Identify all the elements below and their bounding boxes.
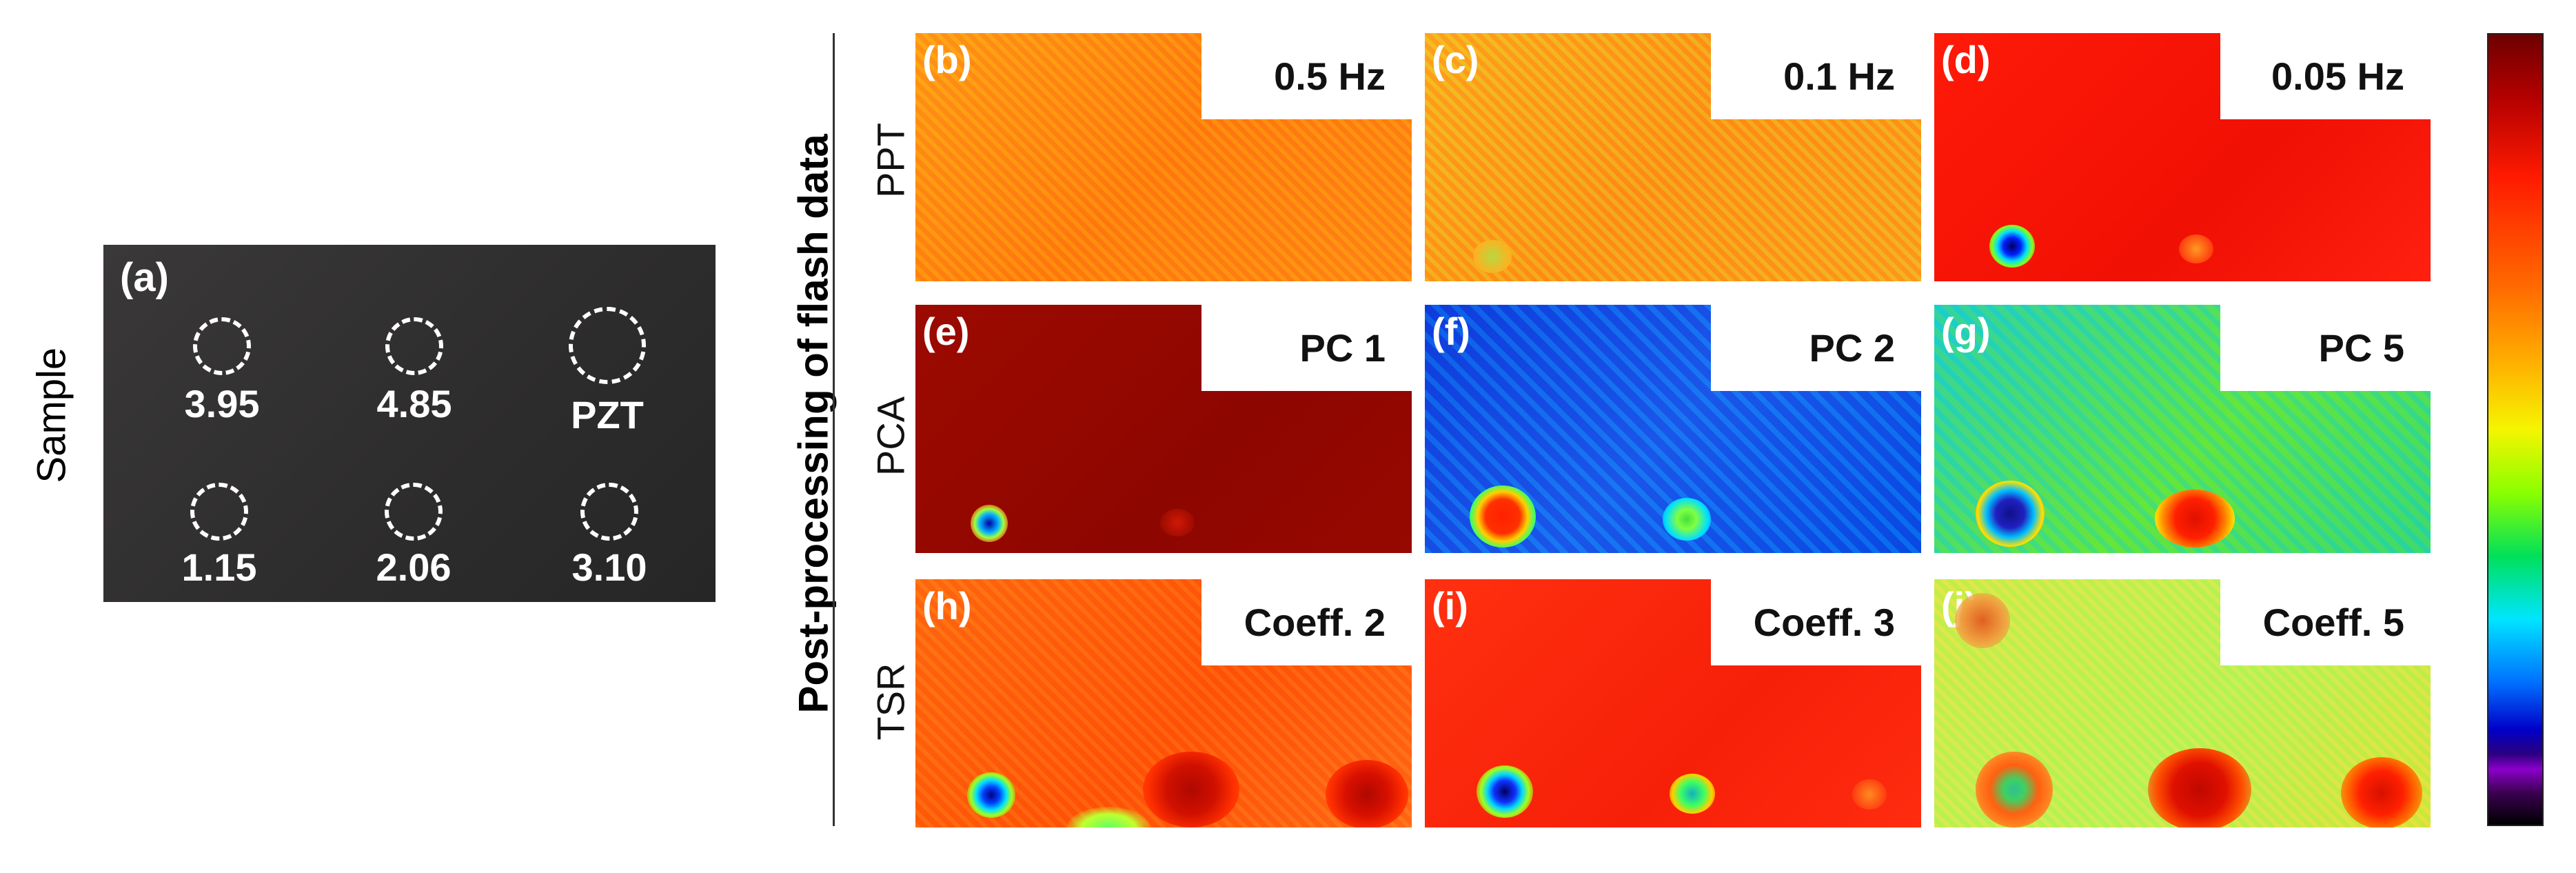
defect-spot: [1955, 593, 2010, 648]
panel-param: 0.1 Hz: [1783, 54, 1895, 98]
panel-letter: (i): [1432, 584, 1468, 628]
panel-letter: (e): [922, 310, 970, 353]
defect-spot: [1143, 752, 1239, 827]
defect-spot: [1470, 485, 1536, 548]
panel-letter: (g): [1941, 310, 1991, 353]
panel-notch: [1201, 305, 1412, 391]
defect-spot: [2341, 757, 2422, 827]
row-label-pca: PCA: [869, 396, 913, 476]
panel-notch: [1201, 579, 1412, 665]
defect-spot: [1160, 509, 1195, 536]
panel-notch: [2220, 305, 2431, 391]
defect-spot: [2155, 490, 2235, 548]
side-title: Post-processing of flash data: [790, 134, 837, 714]
panel-d: (d) 0.05 Hz: [1934, 33, 2431, 281]
divider-line: [833, 33, 835, 826]
panel-notch: [1201, 33, 1412, 119]
defect-spot: [1976, 752, 2053, 827]
defect-hole-marker: [190, 483, 248, 541]
panel-param: Coeff. 3: [1753, 601, 1895, 644]
panel-letter: (h): [922, 584, 972, 628]
defect-hole-marker: [193, 317, 251, 375]
panel-param: 0.05 Hz: [2271, 54, 2404, 98]
defect-spot: [1473, 240, 1512, 273]
sample-photo: (a) 3.95 4.85 PZT 1.15 2.06 3.10: [103, 245, 716, 602]
defect-spot: [2148, 748, 2251, 827]
panel-param: PC 5: [2318, 326, 2405, 370]
panel-j: (j) Coeff. 5: [1934, 579, 2431, 827]
panel-notch: [1711, 33, 1921, 119]
sample-panel-tag: (a): [120, 255, 169, 300]
defect-spot: [1477, 765, 1533, 818]
panel-c: (c) 0.1 Hz: [1425, 33, 1921, 281]
row-label-ppt: PPT: [869, 123, 913, 198]
panel-i: (i) Coeff. 3: [1425, 579, 1921, 827]
defect-spot: [1326, 760, 1408, 827]
row-label-tsr: TSR: [869, 663, 913, 741]
panel-param: PC 1: [1299, 326, 1386, 370]
panel-e: (e) PC 1: [915, 305, 1412, 553]
defect-spot: [967, 772, 1015, 818]
defect-spot: [1852, 779, 1887, 810]
panel-letter: (f): [1432, 310, 1470, 353]
defect-spot: [1989, 225, 2035, 268]
defect-spot: [2179, 234, 2213, 263]
panel-notch: [2220, 579, 2431, 665]
panel-letter: (d): [1941, 38, 1991, 81]
panel-notch: [2220, 33, 2431, 119]
defect-hole-marker: [385, 483, 443, 541]
panel-param: 0.5 Hz: [1274, 54, 1386, 98]
defect-depth-label: 1.15: [181, 545, 257, 589]
defect-depth-label: 3.95: [184, 382, 260, 425]
pzt-marker: [569, 307, 646, 384]
edge-artifact: [1067, 807, 1150, 827]
defect-hole-marker: [580, 483, 638, 541]
panel-h: (h) Coeff. 2: [915, 579, 1412, 827]
panel-param: Coeff. 2: [1244, 601, 1386, 644]
panel-letter: (b): [922, 38, 972, 81]
defect-hole-marker: [385, 317, 443, 375]
panel-letter: (c): [1432, 38, 1479, 81]
panel-notch: [1711, 305, 1921, 391]
defect-spot: [971, 505, 1008, 542]
panel-param: PC 2: [1809, 326, 1896, 370]
defect-spot: [1663, 498, 1711, 541]
panel-g: (g) PC 5: [1934, 305, 2431, 553]
defect-depth-label: 3.10: [571, 545, 647, 589]
defect-depth-label: 2.06: [376, 545, 452, 589]
panel-f: (f) PC 2: [1425, 305, 1921, 553]
panel-param: Coeff. 5: [2262, 601, 2404, 644]
sample-label: Sample: [29, 347, 74, 483]
defect-depth-label: 4.85: [376, 382, 452, 425]
pzt-label: PZT: [571, 393, 644, 436]
defect-spot: [1670, 774, 1715, 814]
colorbar: [2487, 33, 2544, 826]
panel-notch: [1711, 579, 1921, 665]
panel-b: (b) 0.5 Hz: [915, 33, 1412, 281]
defect-spot: [1976, 481, 2045, 547]
